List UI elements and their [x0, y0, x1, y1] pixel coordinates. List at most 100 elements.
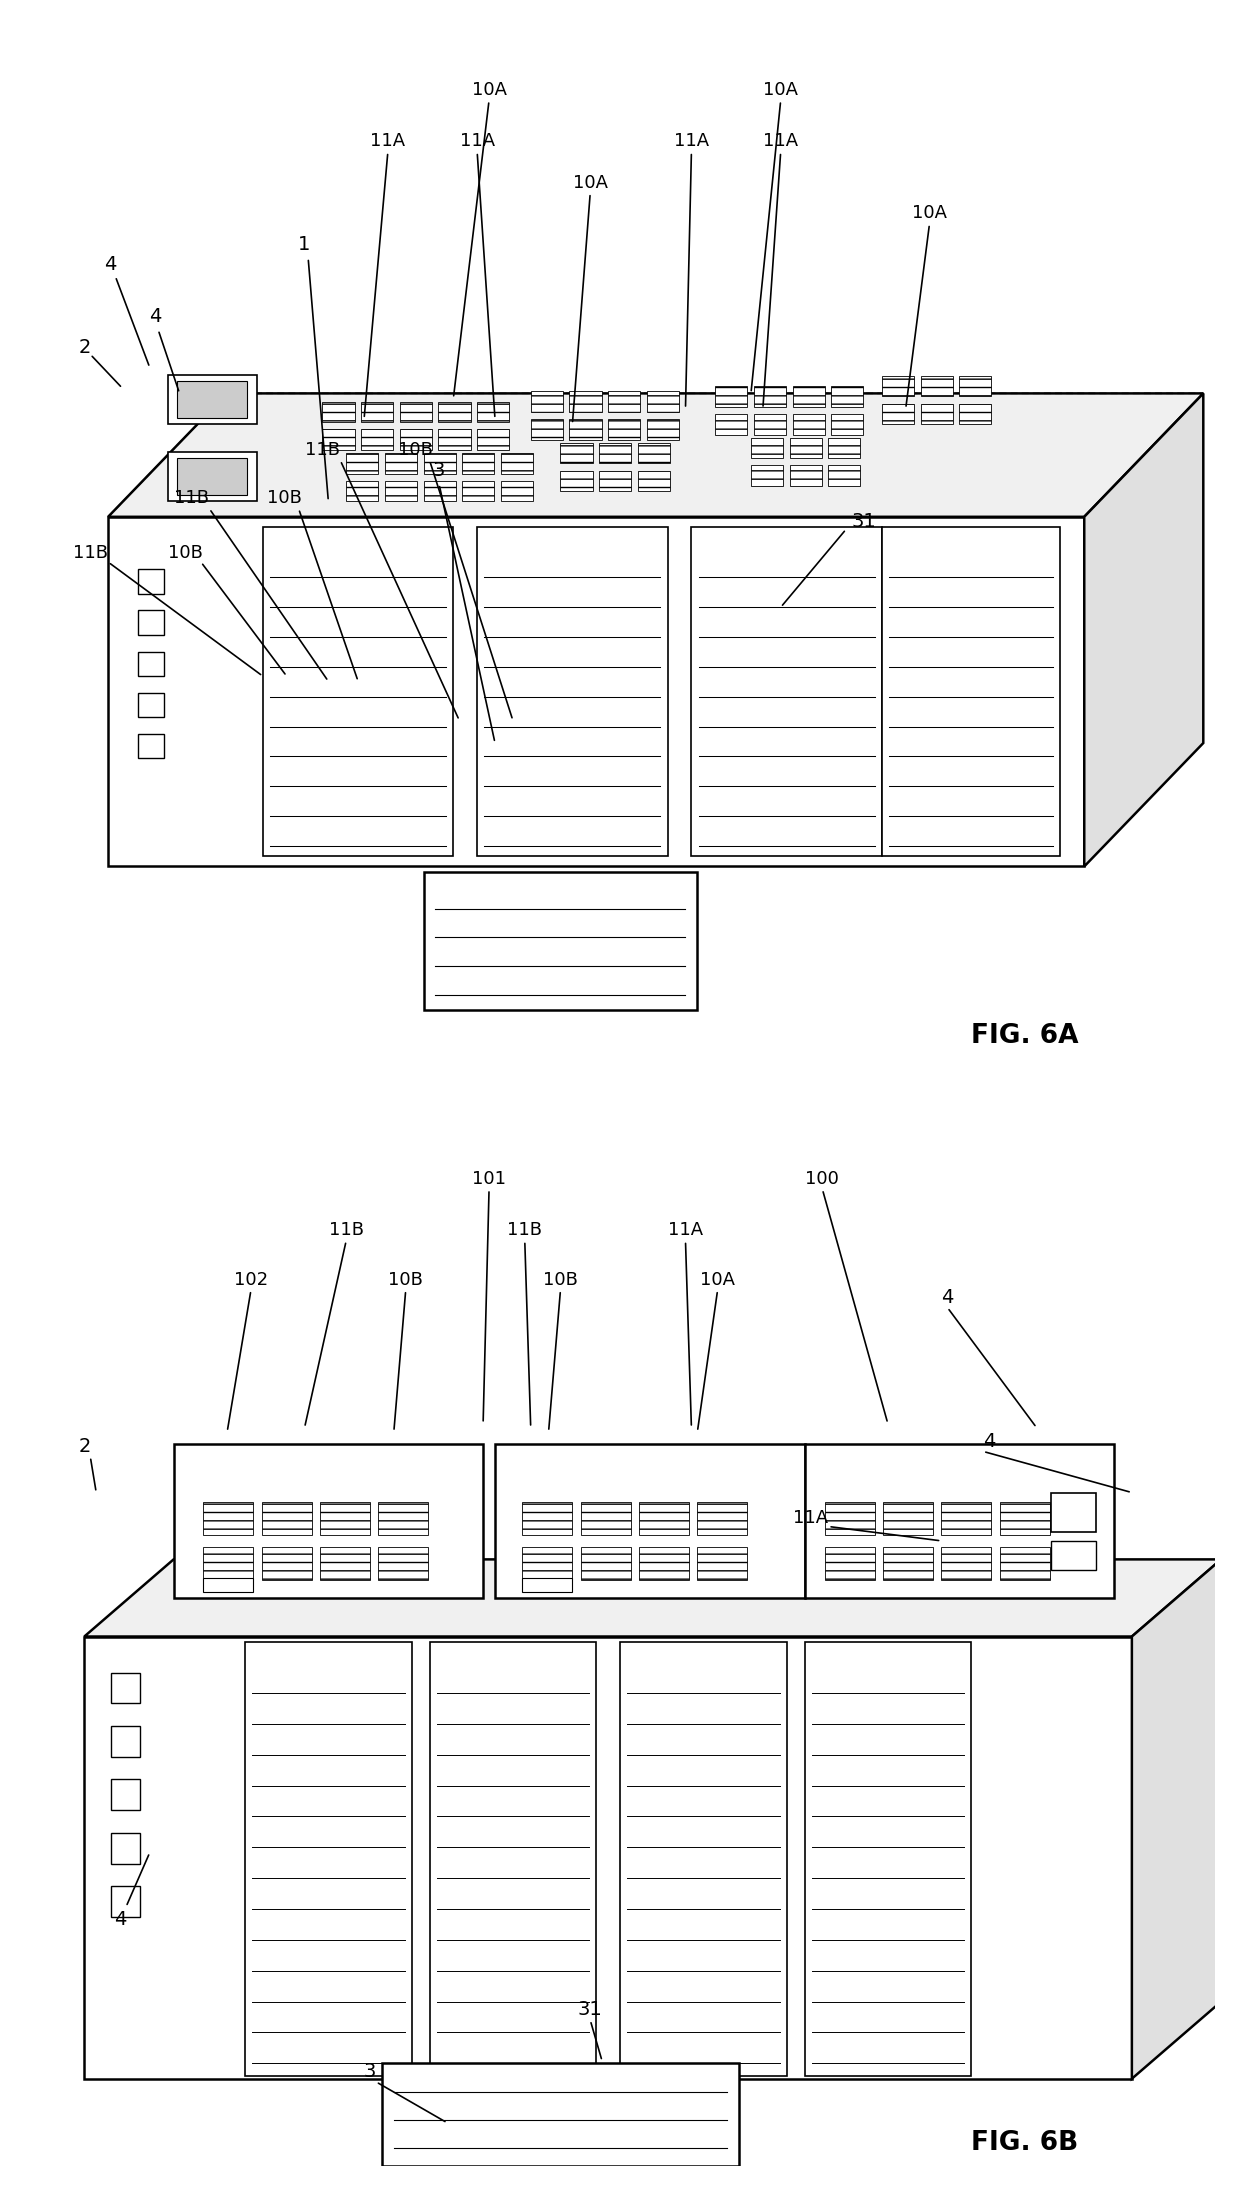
Bar [920, 405, 952, 424]
Text: 11B: 11B [305, 442, 340, 459]
Bar [384, 481, 417, 501]
Bar [110, 1886, 140, 1917]
Text: 11A: 11A [673, 133, 709, 151]
Bar [883, 1501, 932, 1534]
Text: 10A: 10A [701, 1271, 735, 1289]
Bar [569, 392, 601, 411]
Bar [262, 1547, 311, 1580]
Bar [429, 1641, 596, 2076]
Bar [439, 403, 471, 422]
Bar [751, 466, 784, 486]
Bar [637, 442, 670, 464]
Bar [825, 1547, 874, 1580]
Bar [501, 453, 533, 473]
Bar [320, 1501, 370, 1534]
Bar [346, 453, 378, 473]
Bar [831, 387, 863, 407]
Text: 2: 2 [78, 1438, 91, 1455]
Text: 10B: 10B [267, 490, 301, 508]
Text: 2: 2 [78, 337, 91, 357]
Bar [110, 1834, 140, 1864]
Bar [828, 438, 861, 457]
Text: 11A: 11A [460, 133, 495, 151]
Bar [883, 1547, 932, 1580]
Text: FIG. 6B: FIG. 6B [971, 2131, 1079, 2157]
Bar [697, 1501, 748, 1534]
Bar [174, 1444, 484, 1599]
Bar [399, 429, 432, 451]
Text: 4: 4 [941, 1289, 954, 1306]
Bar [477, 429, 510, 451]
Polygon shape [84, 1637, 1132, 2079]
Bar [522, 1501, 573, 1534]
Bar [569, 420, 601, 440]
Bar [203, 1578, 253, 1593]
Text: 102: 102 [234, 1271, 268, 1289]
Text: 101: 101 [472, 1171, 506, 1188]
Bar [715, 414, 748, 435]
Text: 1: 1 [299, 234, 311, 254]
Bar [647, 420, 680, 440]
Bar [960, 405, 992, 424]
Text: 11A: 11A [763, 133, 799, 151]
Bar [831, 414, 863, 435]
Bar [560, 470, 593, 490]
Bar [424, 453, 456, 473]
Text: FIG. 6A: FIG. 6A [971, 1024, 1079, 1048]
Text: 3: 3 [433, 462, 445, 479]
Text: 11B: 11B [507, 1221, 542, 1238]
Bar [463, 453, 495, 473]
Text: 10A: 10A [471, 81, 507, 98]
Text: 4: 4 [150, 306, 162, 326]
Bar [599, 470, 631, 490]
Text: 4: 4 [114, 1910, 126, 1930]
Bar [177, 457, 248, 494]
Bar [361, 429, 393, 451]
Bar [715, 387, 748, 407]
Bar [882, 376, 914, 396]
Bar [477, 527, 667, 856]
Polygon shape [108, 394, 1203, 516]
Bar [580, 1501, 631, 1534]
Bar [322, 429, 355, 451]
Bar [941, 1547, 992, 1580]
Bar [477, 403, 510, 422]
Polygon shape [1084, 394, 1203, 866]
Bar [792, 387, 825, 407]
Text: 10B: 10B [169, 545, 203, 562]
Bar [805, 1444, 1114, 1599]
Bar [825, 1501, 874, 1534]
Bar [999, 1501, 1050, 1534]
Text: 11B: 11B [73, 545, 108, 562]
Polygon shape [84, 1560, 1221, 1637]
Bar [262, 1501, 311, 1534]
Bar [138, 694, 164, 718]
Bar [639, 1547, 689, 1580]
Bar [203, 1501, 253, 1534]
Bar [463, 481, 495, 501]
Bar [495, 1444, 805, 1599]
Bar [110, 1726, 140, 1757]
Bar [138, 652, 164, 676]
Bar [138, 733, 164, 759]
Bar [754, 414, 786, 435]
Bar [920, 376, 952, 396]
Bar [263, 527, 454, 856]
Bar [138, 569, 164, 593]
Bar [177, 381, 248, 418]
Bar [960, 376, 992, 396]
Bar [167, 453, 257, 501]
Text: 10A: 10A [573, 173, 608, 193]
Bar [941, 1501, 992, 1534]
Bar [531, 392, 563, 411]
Text: 31: 31 [852, 512, 877, 532]
Bar [203, 1547, 253, 1580]
Text: 10A: 10A [911, 203, 947, 223]
Text: 4: 4 [983, 1431, 996, 1451]
Text: 10B: 10B [398, 442, 433, 459]
Bar [138, 610, 164, 635]
Bar [792, 414, 825, 435]
Bar [346, 481, 378, 501]
Polygon shape [108, 516, 1084, 866]
Bar [790, 466, 822, 486]
